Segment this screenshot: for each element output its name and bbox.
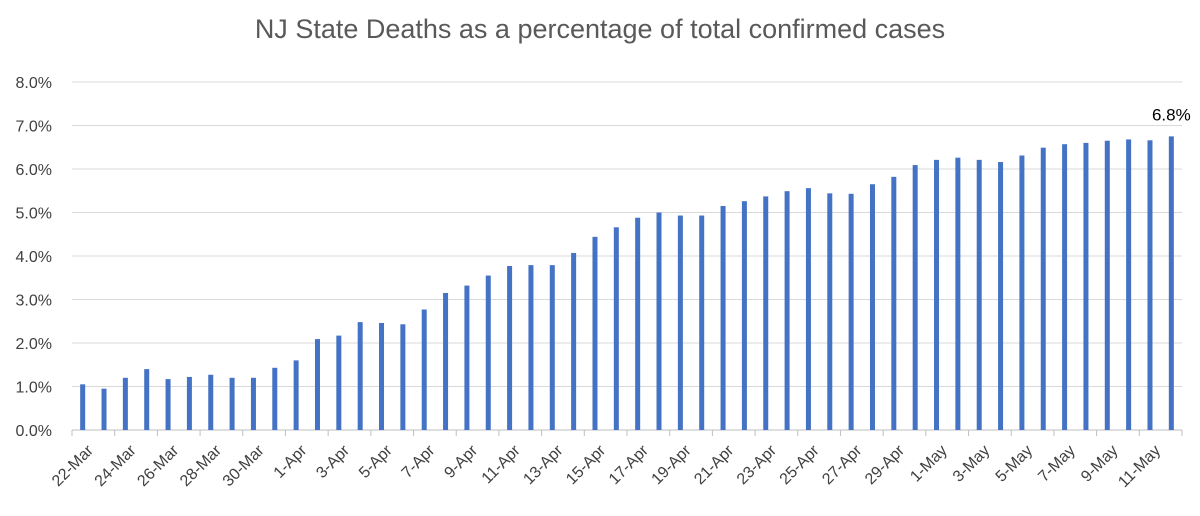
- bar: [976, 159, 982, 431]
- y-tick-label: 1.0%: [16, 380, 52, 397]
- y-tick-label: 0.0%: [16, 423, 52, 440]
- x-tick-label: 19-Apr: [649, 442, 695, 488]
- bar: [592, 236, 598, 430]
- bar: [699, 215, 705, 430]
- x-tick-label: 13-Apr: [520, 442, 566, 488]
- y-tick-label: 3.0%: [16, 293, 52, 310]
- bar: [229, 377, 235, 430]
- bar: [891, 176, 897, 430]
- bar: [1019, 155, 1025, 430]
- bar: [1126, 139, 1132, 431]
- bar: [741, 201, 747, 430]
- bar: [1147, 140, 1153, 431]
- x-tick-label: 11-Apr: [479, 442, 525, 488]
- bar: [955, 157, 961, 430]
- bar: [827, 193, 833, 430]
- bar: [912, 165, 918, 430]
- x-tick-label: 5-Apr: [356, 442, 396, 482]
- bar: [720, 205, 726, 430]
- bar: [101, 388, 107, 430]
- bar: [485, 275, 491, 430]
- x-tick-label: 26-Mar: [134, 442, 182, 490]
- bar: [122, 377, 128, 430]
- x-tick-label: 9-Apr: [441, 442, 481, 482]
- bar: [571, 252, 577, 430]
- bar: [848, 193, 854, 430]
- bar: [677, 215, 683, 430]
- x-tick-label: 27-Apr: [819, 442, 865, 488]
- bar: [1083, 142, 1089, 430]
- x-tick-label: 1-May: [907, 442, 950, 485]
- y-tick-label: 8.0%: [16, 75, 52, 92]
- bar: [250, 377, 256, 430]
- bar: [507, 266, 513, 430]
- x-tick-label: 7-May: [1035, 442, 1078, 485]
- bar: [272, 367, 278, 430]
- bar: [934, 159, 940, 431]
- x-tick-label: 23-Apr: [734, 442, 780, 488]
- bar: [379, 322, 385, 430]
- x-tick-label: 17-Apr: [606, 442, 652, 488]
- bar: [998, 162, 1004, 431]
- bar: [1104, 140, 1110, 430]
- y-tick-label: 5.0%: [16, 206, 52, 223]
- bar: [314, 339, 320, 430]
- y-tick-label: 4.0%: [16, 249, 52, 266]
- bar: [357, 322, 363, 430]
- bar: [1168, 136, 1174, 430]
- bar: [1062, 144, 1068, 430]
- x-tick-label: 15-Apr: [563, 442, 609, 488]
- data-label: 6.8%: [1152, 105, 1191, 124]
- y-tick-label: 6.0%: [16, 162, 52, 179]
- y-tick-label: 7.0%: [16, 119, 52, 136]
- bar: [549, 265, 555, 430]
- bar: [784, 191, 790, 430]
- x-tick-label: 25-Apr: [777, 442, 823, 488]
- x-tick-label: 28-Mar: [177, 442, 225, 490]
- bar: [613, 227, 619, 430]
- bar: [763, 196, 769, 430]
- bar: [869, 184, 875, 430]
- bar: [293, 360, 299, 430]
- x-tick-label: 22-Mar: [49, 442, 97, 490]
- x-tick-label: 29-Apr: [862, 442, 908, 488]
- x-tick-label: 5-May: [993, 442, 1036, 485]
- bar: [656, 212, 662, 430]
- x-tick-label: 30-Mar: [220, 442, 268, 490]
- x-tick-label: 21-Apr: [691, 442, 737, 488]
- bar: [165, 379, 171, 430]
- bar: [1040, 147, 1046, 430]
- x-tick-label: 11-May: [1115, 442, 1164, 491]
- bar: [421, 309, 427, 430]
- x-tick-label: 3-May: [950, 442, 993, 485]
- bar: [80, 384, 86, 430]
- bar: [443, 292, 449, 430]
- bar: [635, 217, 641, 430]
- bar: [464, 285, 470, 430]
- bar: [336, 335, 342, 430]
- y-tick-label: 2.0%: [16, 336, 52, 353]
- bar: [144, 369, 150, 430]
- bar: [805, 188, 811, 430]
- chart-title: NJ State Deaths as a percentage of total…: [254, 14, 946, 44]
- bar: [528, 265, 534, 430]
- x-tick-label: 24-Mar: [92, 442, 140, 490]
- bar: [208, 374, 214, 430]
- x-tick-label: 7-Apr: [399, 442, 439, 482]
- x-tick-label: 3-Apr: [313, 442, 353, 482]
- bar: [400, 324, 406, 430]
- x-tick-label: 1-Apr: [271, 442, 311, 482]
- bar: [186, 376, 192, 430]
